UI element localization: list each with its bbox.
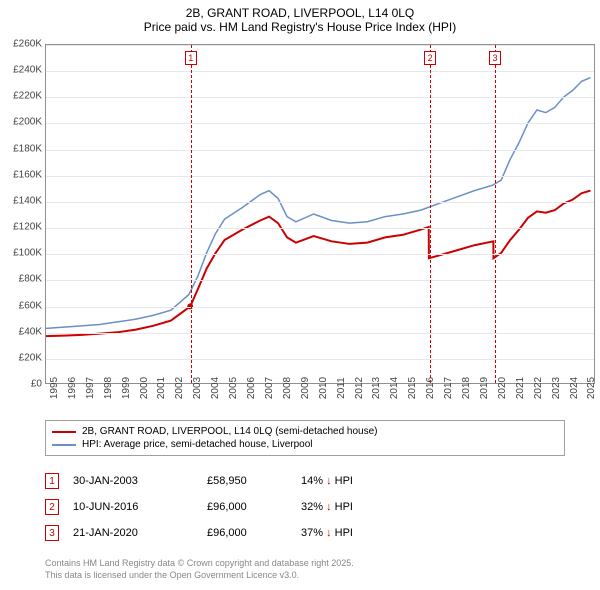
x-axis-label: 2010 bbox=[318, 377, 329, 399]
legend-label: HPI: Average price, semi-detached house,… bbox=[82, 439, 313, 450]
sale-price: £96,000 bbox=[207, 527, 287, 539]
y-axis-label: £240K bbox=[2, 65, 42, 76]
arrow-down-icon: ↓ bbox=[326, 527, 332, 539]
chart-container: 2B, GRANT ROAD, LIVERPOOL, L14 0LQ Price… bbox=[0, 0, 600, 590]
gridline bbox=[46, 176, 594, 177]
sale-marker-line bbox=[495, 45, 496, 383]
y-axis-label: £80K bbox=[2, 274, 42, 285]
gridline bbox=[46, 71, 594, 72]
sale-price: £58,950 bbox=[207, 475, 287, 487]
sale-marker-box: 3 bbox=[489, 51, 501, 65]
x-axis-label: 2001 bbox=[156, 377, 167, 399]
plot-area: 1 2 3 bbox=[45, 44, 595, 384]
x-axis-label: 2023 bbox=[551, 377, 562, 399]
x-axis-label: 2021 bbox=[515, 377, 526, 399]
gridline bbox=[46, 307, 594, 308]
x-axis-label: 2020 bbox=[497, 377, 508, 399]
gridline bbox=[46, 123, 594, 124]
sale-marker-line bbox=[191, 45, 192, 383]
sale-marker-box: 1 bbox=[185, 51, 197, 65]
footer-line1: Contains HM Land Registry data © Crown c… bbox=[45, 558, 354, 570]
x-axis-label: 2008 bbox=[282, 377, 293, 399]
gridline bbox=[46, 45, 594, 46]
x-axis-label: 2022 bbox=[533, 377, 544, 399]
arrow-down-icon: ↓ bbox=[326, 501, 332, 513]
x-axis-label: 2003 bbox=[192, 377, 203, 399]
sale-row: 2 10-JUN-2016 £96,000 32% ↓ HPI bbox=[45, 494, 565, 520]
x-axis-label: 1998 bbox=[103, 377, 114, 399]
y-axis-label: £40K bbox=[2, 326, 42, 337]
x-axis-label: 2006 bbox=[246, 377, 257, 399]
y-axis-label: £20K bbox=[2, 352, 42, 363]
gridline bbox=[46, 280, 594, 281]
x-axis-label: 2002 bbox=[174, 377, 185, 399]
sale-date: 30-JAN-2003 bbox=[73, 475, 193, 487]
gridline bbox=[46, 97, 594, 98]
x-axis-label: 2025 bbox=[586, 377, 597, 399]
chart-title-line2: Price paid vs. HM Land Registry's House … bbox=[0, 20, 600, 38]
x-axis-label: 2007 bbox=[264, 377, 275, 399]
sale-marker-line bbox=[430, 45, 431, 383]
footer-line2: This data is licensed under the Open Gov… bbox=[45, 570, 354, 582]
gridline bbox=[46, 228, 594, 229]
legend-swatch bbox=[52, 431, 76, 433]
x-axis-label: 2016 bbox=[425, 377, 436, 399]
sale-row-marker: 2 bbox=[45, 499, 59, 515]
sale-date: 21-JAN-2020 bbox=[73, 527, 193, 539]
x-axis-label: 2000 bbox=[139, 377, 150, 399]
legend-box: 2B, GRANT ROAD, LIVERPOOL, L14 0LQ (semi… bbox=[45, 420, 565, 456]
gridline bbox=[46, 202, 594, 203]
sales-table: 1 30-JAN-2003 £58,950 14% ↓ HPI 2 10-JUN-2016… bbox=[45, 468, 565, 546]
y-axis-label: £260K bbox=[2, 39, 42, 50]
sale-diff: 37% ↓ HPI bbox=[301, 527, 391, 539]
x-axis-label: 2013 bbox=[371, 377, 382, 399]
gridline bbox=[46, 150, 594, 151]
x-axis-label: 1995 bbox=[49, 377, 60, 399]
footer-attribution: Contains HM Land Registry data © Crown c… bbox=[45, 558, 354, 581]
x-axis-label: 1997 bbox=[85, 377, 96, 399]
legend-item: HPI: Average price, semi-detached house,… bbox=[52, 438, 558, 451]
sale-row: 3 21-JAN-2020 £96,000 37% ↓ HPI bbox=[45, 520, 565, 546]
y-axis-label: £0 bbox=[2, 379, 42, 390]
sale-row-marker: 1 bbox=[45, 473, 59, 489]
x-axis-label: 1996 bbox=[67, 377, 78, 399]
x-axis-label: 2004 bbox=[210, 377, 221, 399]
x-axis-label: 2019 bbox=[479, 377, 490, 399]
chart-title-line1: 2B, GRANT ROAD, LIVERPOOL, L14 0LQ bbox=[0, 0, 600, 20]
y-axis-label: £220K bbox=[2, 91, 42, 102]
y-axis-label: £120K bbox=[2, 222, 42, 233]
sale-price: £96,000 bbox=[207, 501, 287, 513]
sale-marker-box: 2 bbox=[424, 51, 436, 65]
y-axis-label: £160K bbox=[2, 169, 42, 180]
x-axis-label: 2017 bbox=[443, 377, 454, 399]
series-price_paid bbox=[46, 191, 590, 337]
legend-label: 2B, GRANT ROAD, LIVERPOOL, L14 0LQ (semi… bbox=[82, 426, 378, 437]
y-axis-label: £140K bbox=[2, 195, 42, 206]
y-axis-label: £100K bbox=[2, 248, 42, 259]
sale-row-marker: 3 bbox=[45, 525, 59, 541]
x-axis-label: 2012 bbox=[354, 377, 365, 399]
x-axis-label: 2005 bbox=[228, 377, 239, 399]
sale-row: 1 30-JAN-2003 £58,950 14% ↓ HPI bbox=[45, 468, 565, 494]
y-axis-label: £200K bbox=[2, 117, 42, 128]
x-axis-label: 2014 bbox=[389, 377, 400, 399]
sale-diff: 14% ↓ HPI bbox=[301, 475, 391, 487]
gridline bbox=[46, 359, 594, 360]
x-axis-label: 2024 bbox=[569, 377, 580, 399]
gridline bbox=[46, 333, 594, 334]
y-axis-label: £180K bbox=[2, 143, 42, 154]
arrow-down-icon: ↓ bbox=[326, 475, 332, 487]
legend-swatch bbox=[52, 444, 76, 446]
gridline bbox=[46, 254, 594, 255]
sale-diff: 32% ↓ HPI bbox=[301, 501, 391, 513]
series-hpi bbox=[46, 78, 590, 329]
x-axis-label: 2018 bbox=[461, 377, 472, 399]
x-axis-label: 1999 bbox=[121, 377, 132, 399]
x-axis-label: 2009 bbox=[300, 377, 311, 399]
sale-date: 10-JUN-2016 bbox=[73, 501, 193, 513]
x-axis-label: 2015 bbox=[407, 377, 418, 399]
legend-item: 2B, GRANT ROAD, LIVERPOOL, L14 0LQ (semi… bbox=[52, 425, 558, 438]
y-axis-label: £60K bbox=[2, 300, 42, 311]
x-axis-label: 2011 bbox=[336, 377, 347, 399]
